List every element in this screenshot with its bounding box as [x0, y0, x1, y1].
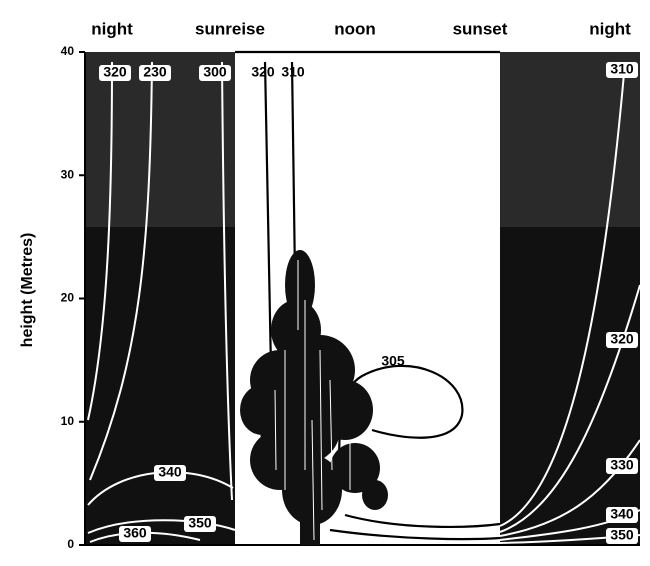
time-label: sunreise: [195, 19, 265, 38]
y-tick-label: 20: [61, 291, 75, 305]
time-label: night: [589, 19, 631, 38]
time-label: night: [91, 19, 133, 38]
contour-line: [330, 530, 500, 539]
contour-label: 320: [610, 331, 634, 347]
y-tick-label: 40: [61, 44, 75, 58]
contour-label: 350: [188, 515, 212, 531]
chart: height (Metres) 0 10 20 30 40 night sunreise no…: [0, 0, 650, 566]
contour-label: 300: [203, 64, 227, 80]
time-label: sunset: [453, 19, 508, 38]
page: height (Metres) 0 10 20 30 40 night sunreise no…: [0, 0, 650, 566]
night-region-upper: [500, 52, 640, 227]
contour-label: 310: [610, 61, 634, 77]
tree: [240, 250, 388, 545]
contour-label: 350: [610, 527, 634, 543]
contour-label: 305: [381, 353, 405, 369]
contour-label: 320: [251, 64, 275, 80]
contour-label: 340: [610, 506, 634, 522]
contour-label: 340: [158, 464, 182, 480]
y-axis-label: height (Metres): [19, 233, 36, 348]
contour-label: 310: [281, 64, 305, 80]
contour-label: 320: [103, 64, 127, 80]
contour-label: 230: [143, 64, 167, 80]
y-tick-label: 0: [67, 537, 74, 551]
contour-label: 360: [123, 525, 147, 541]
contour-line: [345, 515, 500, 527]
y-tick-label: 10: [61, 414, 75, 428]
y-tick-label: 30: [61, 167, 75, 181]
contour-label: 330: [610, 457, 634, 473]
time-label: noon: [334, 19, 376, 38]
